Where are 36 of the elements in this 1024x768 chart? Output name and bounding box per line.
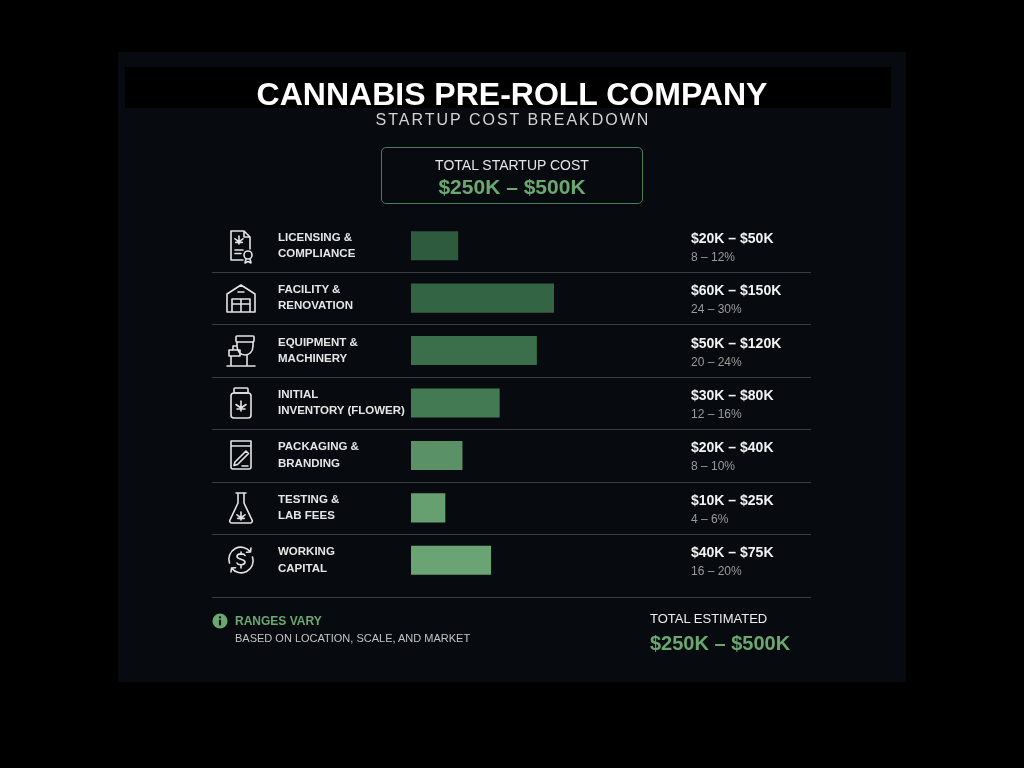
bar xyxy=(411,231,459,261)
text: $60K – $150K xyxy=(691,282,782,299)
text: 8 – 10% xyxy=(691,459,736,474)
y-tick-label: INITIAL INVENTORY (FLOWER) xyxy=(278,388,406,417)
text: $20K – $50K xyxy=(691,229,774,246)
text: 8 – 12% xyxy=(691,249,736,264)
bar xyxy=(411,336,537,366)
text: 16 – 20% xyxy=(691,564,743,579)
text: 24 – 30% xyxy=(691,302,743,317)
text: $250K – $500K xyxy=(438,175,586,200)
y-tick-label: WORKING CAPITAL xyxy=(278,545,335,574)
chart-title: CANNABIS PRE-ROLL COMPANY xyxy=(256,75,768,113)
y-tick-label: FACILITY & RENOVATION xyxy=(278,283,353,312)
text: 4 – 6% xyxy=(691,511,729,526)
y-tick-label: PACKAGING & BRANDING xyxy=(278,440,359,469)
text: $250K – $500K xyxy=(650,631,791,655)
text: $30K – $80K xyxy=(691,387,774,403)
text: $50K – $120K xyxy=(691,334,782,351)
text: 12 – 16% xyxy=(691,407,743,421)
text: RANGES VARY xyxy=(235,613,322,629)
y-tick-label: LICENSING & COMPLIANCE xyxy=(278,230,356,260)
bar xyxy=(411,440,463,470)
y-tick-label: TESTING & LAB FEES xyxy=(278,492,340,522)
text: BASED ON LOCATION, SCALE, AND MARKET xyxy=(235,631,471,645)
text: TOTAL STARTUP COST xyxy=(435,156,589,173)
chart-subtitle: STARTUP COST BREAKDOWN xyxy=(375,111,651,130)
bar xyxy=(411,388,500,418)
bar xyxy=(411,545,492,575)
text: $40K – $75K xyxy=(691,544,774,561)
bar xyxy=(411,283,554,313)
y-tick-label: EQUIPMENT & MACHINERY xyxy=(278,335,358,364)
text: $20K – $40K xyxy=(691,439,774,456)
text: 20 – 24% xyxy=(691,354,743,369)
text: $10K – $25K xyxy=(691,491,774,508)
bar xyxy=(411,493,446,523)
text: TOTAL ESTIMATED xyxy=(650,611,768,628)
